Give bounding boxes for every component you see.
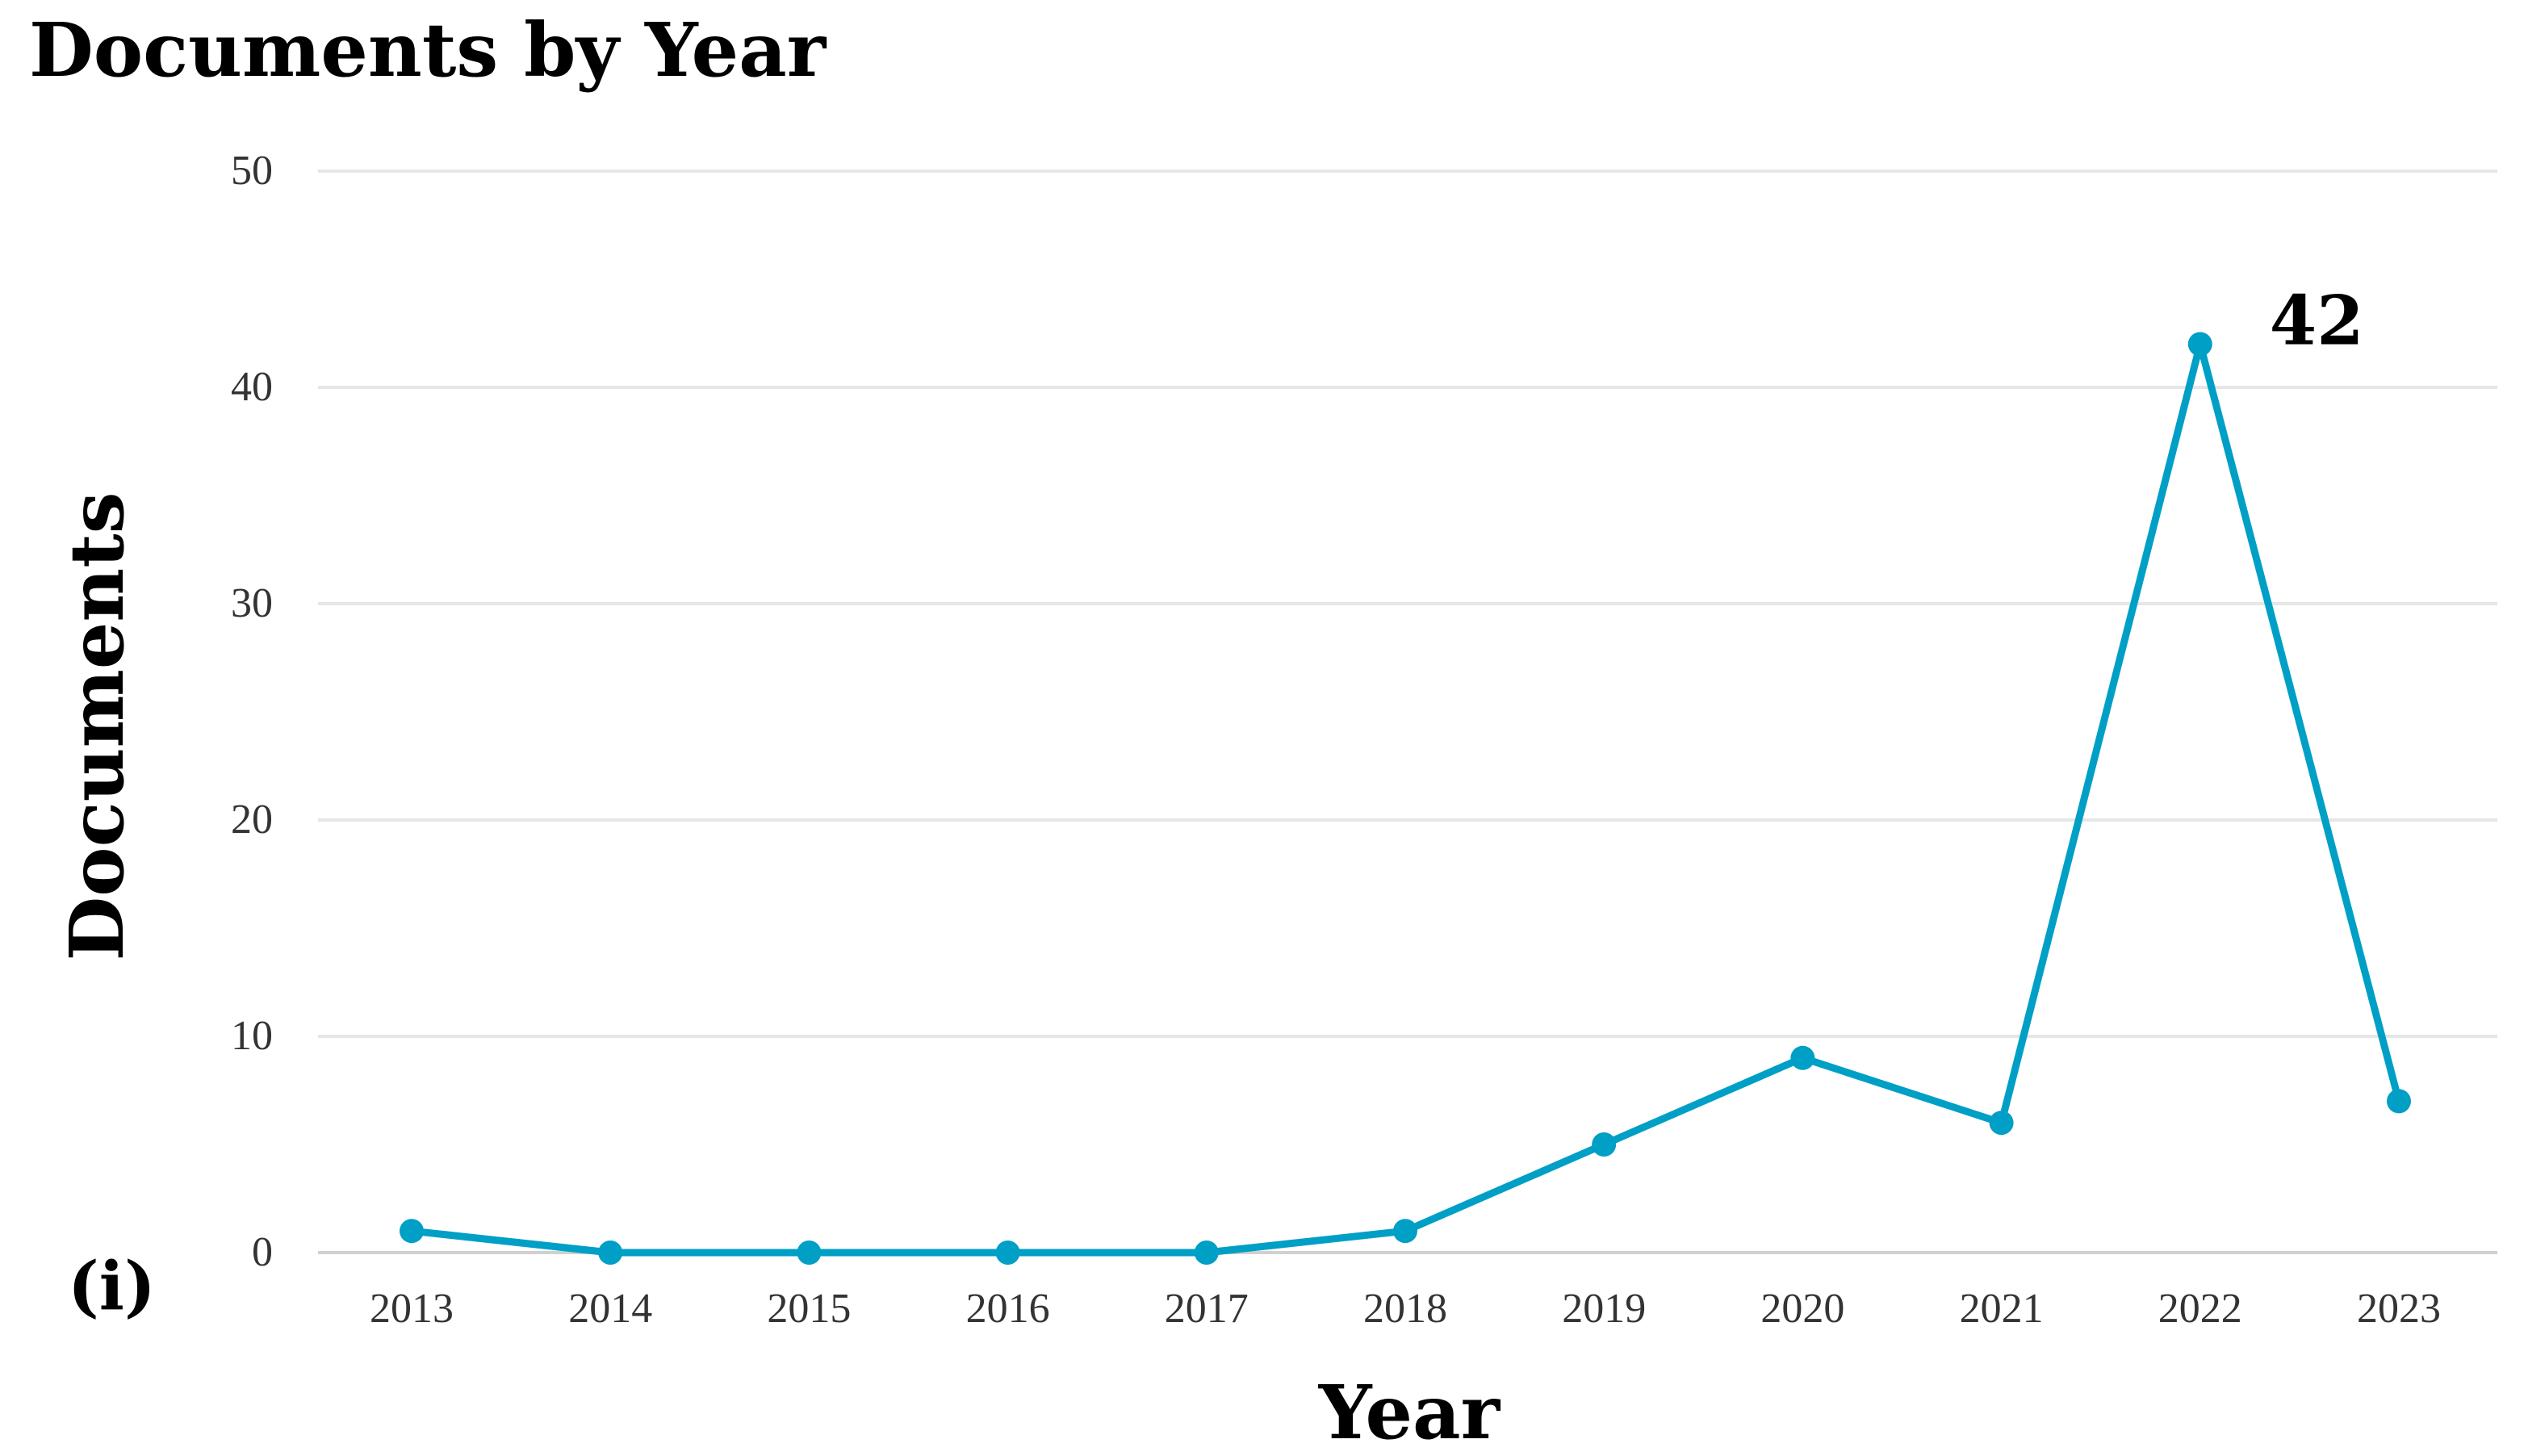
data-point-2023 <box>2387 1089 2411 1114</box>
data-label-peak: 42 <box>2270 280 2364 360</box>
x-tick-label: 2020 <box>1760 1286 1844 1332</box>
data-point-2022 <box>2187 332 2212 357</box>
x-tick-label: 2016 <box>966 1286 1050 1332</box>
x-tick-label: 2017 <box>1165 1286 1249 1332</box>
x-axis-label: Year <box>1318 1369 1501 1456</box>
y-tick-label: 20 <box>231 797 273 843</box>
x-tick-labels: 2013 2014 2015 2016 2017 2018 2019 2020 2021 2022… <box>370 1286 2441 1332</box>
x-tick-label: 2021 <box>1960 1286 2044 1332</box>
data-point-2021 <box>1989 1111 2014 1136</box>
x-tick-label: 2022 <box>2158 1286 2242 1332</box>
data-point-2016 <box>995 1241 1020 1265</box>
data-point-2014 <box>598 1241 623 1265</box>
x-tick-label: 2015 <box>767 1286 851 1332</box>
y-tick-label: 50 <box>231 148 273 194</box>
grid-lines <box>318 169 2497 1254</box>
y-tick-label: 0 <box>252 1229 273 1275</box>
data-point-2020 <box>1790 1045 1815 1070</box>
x-tick-label: 2013 <box>370 1286 454 1332</box>
y-axis-label: Documents <box>53 492 140 960</box>
x-tick-label: 2018 <box>1363 1286 1447 1332</box>
panel-label: (i) <box>68 1248 156 1325</box>
annotation-background <box>2258 286 2363 361</box>
y-tick-labels: 0 10 20 30 40 50 <box>231 148 273 1275</box>
annotations: 42 <box>2258 280 2364 361</box>
x-tick-label: 2023 <box>2357 1286 2441 1332</box>
x-tick-label: 2014 <box>568 1286 652 1332</box>
chart-title: Documents by Year <box>29 6 827 94</box>
y-tick-label: 10 <box>231 1013 273 1059</box>
series-line <box>408 340 2403 1257</box>
series-documents <box>400 332 2411 1265</box>
y-tick-label: 40 <box>231 364 273 410</box>
data-point-2013 <box>400 1219 424 1244</box>
data-point-2018 <box>1393 1219 1417 1244</box>
data-point-2015 <box>797 1241 822 1265</box>
data-point-2019 <box>1592 1132 1617 1157</box>
x-tick-label: 2019 <box>1562 1286 1646 1332</box>
y-tick-label: 30 <box>231 580 273 626</box>
data-point-2017 <box>1194 1241 1219 1265</box>
